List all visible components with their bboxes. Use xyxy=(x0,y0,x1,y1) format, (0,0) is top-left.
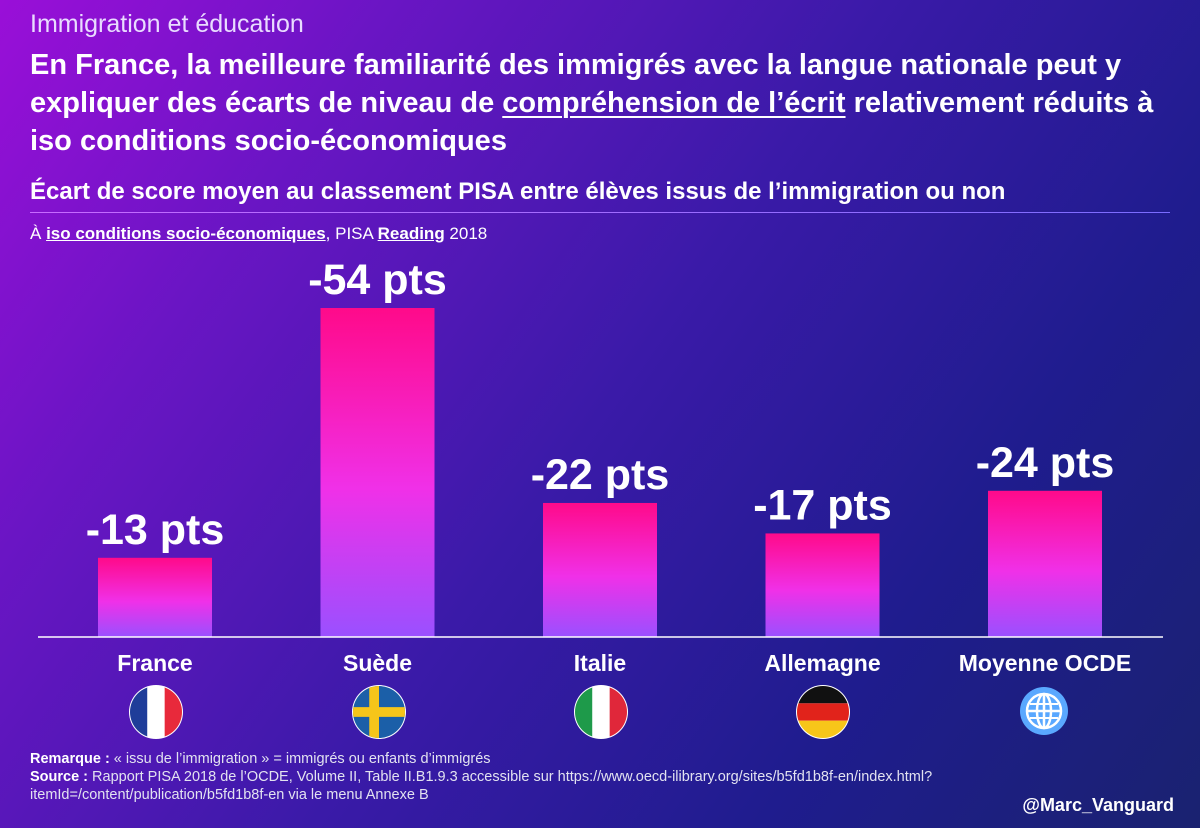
author-handle: @Marc_Vanguard xyxy=(1022,795,1174,815)
france-flag-icon xyxy=(129,685,183,739)
note-prefix: À xyxy=(30,224,47,243)
bar-moyenne-ocde xyxy=(988,490,1102,637)
divider xyxy=(30,212,1170,213)
headline-part1: En France, la meilleure familiarité des … xyxy=(30,49,1122,119)
note-suffix: 2018 xyxy=(444,224,488,243)
remark-label: Remarque : xyxy=(30,751,110,767)
category-label: Allemagne xyxy=(764,650,880,676)
category-label: Moyenne OCDE xyxy=(959,650,1132,676)
category-label: Suède xyxy=(343,650,412,676)
note-middle: , PISA xyxy=(325,224,378,243)
headline-part2: relativement réduits à iso conditions so… xyxy=(30,87,1154,157)
headline: En France, la meilleure familiarité des … xyxy=(30,46,1180,160)
remark: Remarque : « issu de l’immigration » = i… xyxy=(30,750,1130,768)
category-label: Italie xyxy=(574,650,626,676)
kicker: Immigration et éducation xyxy=(30,10,304,38)
bar-france xyxy=(98,557,212,637)
globe-icon xyxy=(1018,685,1070,737)
headline-underlined: compréhension de l’écrit xyxy=(502,87,846,119)
chart-note: À iso conditions socio-économiques, PISA… xyxy=(30,224,487,244)
note-bold-conditions: iso conditions socio-économiques xyxy=(46,224,326,243)
bar-allemagne xyxy=(765,533,880,637)
sweden-flag-icon xyxy=(352,685,406,739)
data-label: -24 pts xyxy=(976,439,1115,487)
data-label: -17 pts xyxy=(753,481,892,529)
data-label: -22 pts xyxy=(531,451,670,499)
germany-flag-icon xyxy=(796,685,850,739)
italy-flag-icon xyxy=(574,685,628,739)
category-label: France xyxy=(117,650,192,676)
data-label: -54 pts xyxy=(308,256,447,304)
remark-text: « issu de l’immigration » = immigrés ou … xyxy=(109,751,491,767)
bar-chart: -13 pts France -54 pts Suède -22 pts Italie -1… xyxy=(38,256,1163,676)
bar-italie xyxy=(543,502,657,637)
source: Source : Rapport PISA 2018 de l’OCDE, Vo… xyxy=(30,768,1130,804)
chart-subtitle: Écart de score moyen au classement PISA … xyxy=(30,178,1006,205)
bar-suède xyxy=(320,308,435,637)
footer: Remarque : « issu de l’immigration » = i… xyxy=(30,750,1130,804)
source-text: Rapport PISA 2018 de l’OCDE, Volume II, … xyxy=(30,769,933,803)
source-label: Source : xyxy=(30,769,89,785)
data-label: -13 pts xyxy=(86,506,225,554)
note-bold-reading: Reading xyxy=(377,224,445,243)
